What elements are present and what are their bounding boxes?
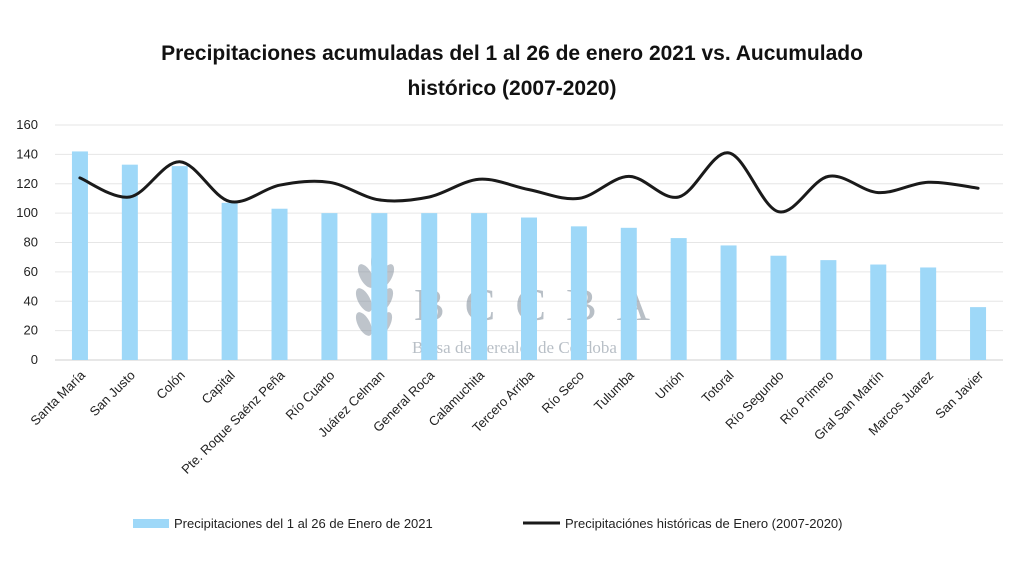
bar [71, 151, 88, 360]
x-category-label: San Justo [86, 368, 137, 419]
bar [171, 166, 188, 360]
bar [820, 260, 837, 360]
x-category-label: Capital [199, 367, 238, 406]
y-tick-label: 40 [24, 293, 38, 308]
legend-line-label: Precipitaciónes históricas de Enero (200… [565, 516, 843, 531]
bar [870, 264, 887, 360]
x-category-label: Totoral [698, 367, 736, 405]
y-axis-ticks: 0 20 40 60 80 100 120 140 160 [16, 117, 38, 367]
legend: Precipitaciones del 1 al 26 de Enero de … [133, 516, 843, 531]
bar [970, 307, 987, 360]
bar [271, 208, 288, 360]
line-series [78, 151, 980, 214]
legend-bar-swatch [133, 519, 169, 528]
y-tick-label: 100 [16, 205, 38, 220]
bar [121, 164, 138, 360]
x-category-label: Unión [652, 368, 687, 403]
bar [720, 245, 737, 360]
watermark-subtitle: Bolsa de Cereales de Córdoba [412, 338, 617, 357]
historical-line [78, 151, 980, 214]
bar [620, 227, 637, 360]
y-tick-label: 160 [16, 117, 38, 132]
y-tick-label: 60 [24, 264, 38, 279]
bar [570, 226, 587, 360]
chart-title-line-2: histórico (2007-2020) [408, 77, 617, 100]
x-category-label: Pte. Roque Saénz Peña [178, 367, 288, 477]
bar [471, 213, 488, 360]
bar [770, 255, 787, 360]
y-tick-label: 20 [24, 323, 38, 338]
y-tick-label: 80 [24, 235, 38, 250]
y-tick-label: 120 [16, 176, 38, 191]
bar [421, 213, 438, 360]
chart-title-line-1: Precipitaciones acumuladas del 1 al 26 d… [161, 42, 863, 65]
bar-series [71, 151, 987, 360]
bar [371, 213, 388, 360]
bar [521, 217, 537, 360]
x-category-label: Colón [153, 368, 188, 403]
y-tick-label: 140 [16, 146, 38, 161]
x-category-label: Tulumba [591, 367, 638, 414]
bar [920, 267, 937, 360]
legend-bar-label: Precipitaciones del 1 al 26 de Enero de … [174, 516, 433, 531]
y-tick-label: 0 [31, 352, 38, 367]
bar [221, 202, 238, 360]
x-category-label: San Javier [932, 367, 987, 422]
bar [670, 238, 687, 360]
x-category-label: Santa María [27, 367, 88, 428]
bar [321, 213, 338, 360]
x-category-label: Río Seco [539, 368, 587, 416]
